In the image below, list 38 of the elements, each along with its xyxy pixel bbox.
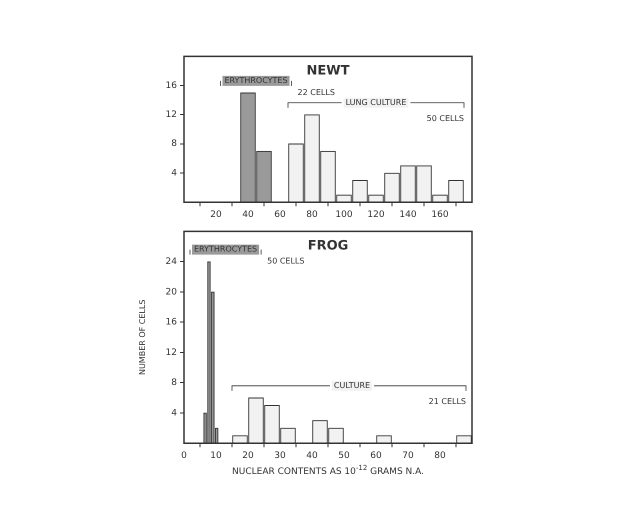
x-tick-label: 40 bbox=[242, 210, 254, 220]
x-tick-label: 60 bbox=[274, 210, 286, 220]
x-tick-label: 120 bbox=[367, 210, 385, 220]
y-tick-label: 4 bbox=[171, 408, 178, 418]
x-tick-label: 10 bbox=[210, 450, 222, 461]
text: NEWT bbox=[306, 63, 350, 78]
y-tick-label: 20 bbox=[166, 287, 178, 298]
annotation: 50 CELLS bbox=[426, 114, 464, 123]
x-tick-label: 140 bbox=[399, 210, 417, 220]
y-tick-label: 12 bbox=[166, 348, 177, 358]
y-axis-title: NUMBER OF CELLS bbox=[138, 300, 147, 376]
x-tick-label: 80 bbox=[306, 210, 318, 220]
text: CULTURE bbox=[334, 380, 370, 390]
x-tick-label: 30 bbox=[274, 450, 286, 461]
x-tick-label: 70 bbox=[402, 450, 414, 461]
annotation: 21 CELLS bbox=[428, 396, 466, 406]
y-tick-label: 12 bbox=[166, 110, 177, 120]
y-tick-label: 24 bbox=[166, 257, 178, 267]
text: ERYTHROCYTES bbox=[194, 244, 258, 254]
annotation: 22 CELLS bbox=[298, 88, 335, 97]
annotation: 50 CELLS bbox=[267, 256, 304, 266]
x-tick-label: 50 bbox=[338, 450, 350, 461]
y-tick-label: 8 bbox=[171, 378, 178, 388]
text: LUNG CULTURE bbox=[346, 98, 406, 107]
text: FROG bbox=[308, 238, 348, 254]
x-tick-label: 0 bbox=[181, 450, 188, 461]
y-tick-label: 4 bbox=[171, 168, 178, 178]
x-tick-label: 160 bbox=[431, 210, 449, 220]
x-tick-label: 60 bbox=[370, 450, 382, 461]
x-tick-label: 40 bbox=[306, 450, 318, 461]
x-tick-label: 100 bbox=[335, 210, 353, 220]
x-tick-label: 20 bbox=[210, 210, 222, 220]
y-tick-label: 16 bbox=[166, 80, 178, 91]
y-tick-label: 16 bbox=[166, 318, 178, 328]
y-tick-label: 8 bbox=[171, 139, 178, 150]
series-label: ERYTHROCYTES bbox=[224, 76, 288, 85]
x-tick-label: 20 bbox=[242, 450, 254, 461]
x-tick-label: 80 bbox=[434, 450, 446, 461]
